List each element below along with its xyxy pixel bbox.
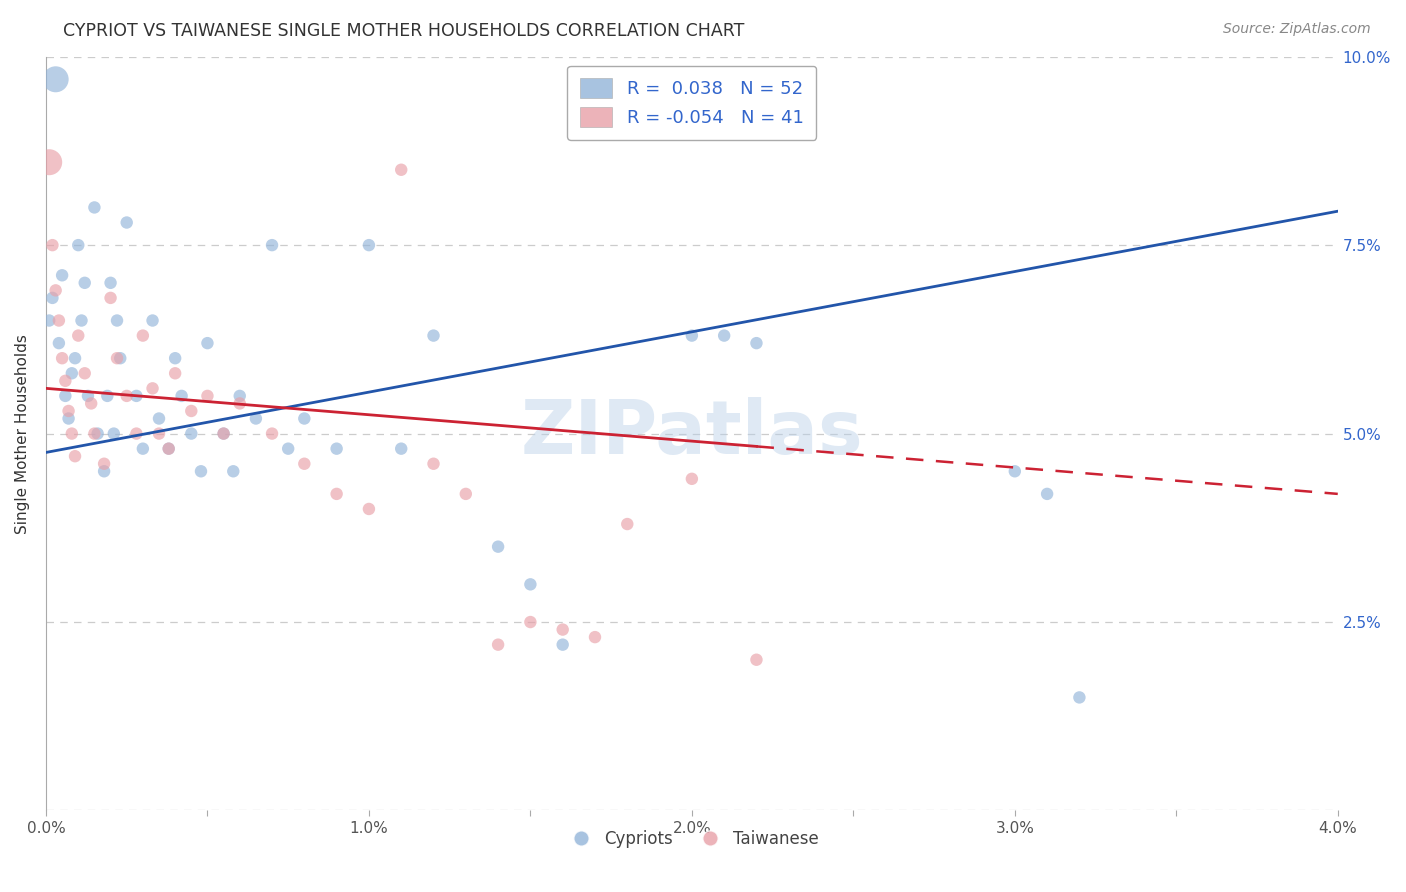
Point xyxy=(125,389,148,403)
Point xyxy=(551,638,574,652)
Point xyxy=(260,238,283,252)
Point xyxy=(125,426,148,441)
Point xyxy=(486,638,509,652)
Point xyxy=(157,442,180,456)
Point xyxy=(83,201,105,215)
Y-axis label: Single Mother Households: Single Mother Households xyxy=(15,334,30,533)
Point xyxy=(292,457,315,471)
Point xyxy=(422,457,444,471)
Point xyxy=(77,389,100,403)
Point xyxy=(93,457,115,471)
Point xyxy=(115,215,138,229)
Point xyxy=(86,426,108,441)
Point xyxy=(245,411,267,425)
Point xyxy=(222,464,245,478)
Point xyxy=(48,336,70,351)
Point xyxy=(713,328,735,343)
Point xyxy=(357,502,380,516)
Point xyxy=(157,442,180,456)
Point xyxy=(93,464,115,478)
Point xyxy=(292,411,315,425)
Point xyxy=(1036,487,1059,501)
Point xyxy=(745,336,768,351)
Point xyxy=(229,396,252,410)
Point xyxy=(486,540,509,554)
Point xyxy=(67,238,90,252)
Point xyxy=(110,351,132,366)
Point xyxy=(45,72,67,87)
Text: CYPRIOT VS TAIWANESE SINGLE MOTHER HOUSEHOLDS CORRELATION CHART: CYPRIOT VS TAIWANESE SINGLE MOTHER HOUSE… xyxy=(63,22,745,40)
Point xyxy=(170,389,193,403)
Point xyxy=(60,366,83,380)
Point xyxy=(38,313,60,327)
Point xyxy=(454,487,477,501)
Point xyxy=(519,577,541,591)
Point xyxy=(681,328,703,343)
Point xyxy=(80,396,103,410)
Point xyxy=(1004,464,1026,478)
Point xyxy=(389,442,412,456)
Point xyxy=(58,404,80,418)
Point xyxy=(41,238,63,252)
Point xyxy=(551,623,574,637)
Point xyxy=(96,389,118,403)
Point xyxy=(141,381,163,395)
Point xyxy=(105,313,128,327)
Point xyxy=(616,516,638,531)
Point xyxy=(53,374,76,388)
Point xyxy=(53,389,76,403)
Point xyxy=(583,630,606,644)
Point xyxy=(67,328,90,343)
Point xyxy=(212,426,235,441)
Point xyxy=(681,472,703,486)
Point xyxy=(190,464,212,478)
Point xyxy=(519,615,541,629)
Point xyxy=(103,426,125,441)
Point xyxy=(73,366,96,380)
Point xyxy=(63,449,86,463)
Legend: Cypriots, Taiwanese: Cypriots, Taiwanese xyxy=(558,823,825,855)
Point xyxy=(325,487,347,501)
Point xyxy=(45,284,67,298)
Point xyxy=(197,389,219,403)
Point xyxy=(1069,690,1091,705)
Point xyxy=(357,238,380,252)
Point xyxy=(70,313,93,327)
Point xyxy=(277,442,299,456)
Point xyxy=(115,389,138,403)
Point xyxy=(51,268,73,283)
Text: ZIPatlas: ZIPatlas xyxy=(520,397,863,470)
Point xyxy=(180,426,202,441)
Point xyxy=(38,155,60,169)
Point xyxy=(73,276,96,290)
Point xyxy=(148,411,170,425)
Point xyxy=(83,426,105,441)
Point xyxy=(60,426,83,441)
Point xyxy=(148,426,170,441)
Point xyxy=(41,291,63,305)
Point xyxy=(325,442,347,456)
Point xyxy=(100,291,122,305)
Point xyxy=(141,313,163,327)
Point xyxy=(197,336,219,351)
Point xyxy=(165,366,187,380)
Point xyxy=(100,276,122,290)
Point xyxy=(132,328,155,343)
Point xyxy=(132,442,155,456)
Point xyxy=(105,351,128,366)
Point xyxy=(180,404,202,418)
Point xyxy=(260,426,283,441)
Point xyxy=(745,653,768,667)
Point xyxy=(165,351,187,366)
Point xyxy=(58,411,80,425)
Point xyxy=(212,426,235,441)
Point xyxy=(48,313,70,327)
Point xyxy=(229,389,252,403)
Point xyxy=(51,351,73,366)
Point xyxy=(63,351,86,366)
Point xyxy=(422,328,444,343)
Point xyxy=(389,162,412,177)
Text: Source: ZipAtlas.com: Source: ZipAtlas.com xyxy=(1223,22,1371,37)
